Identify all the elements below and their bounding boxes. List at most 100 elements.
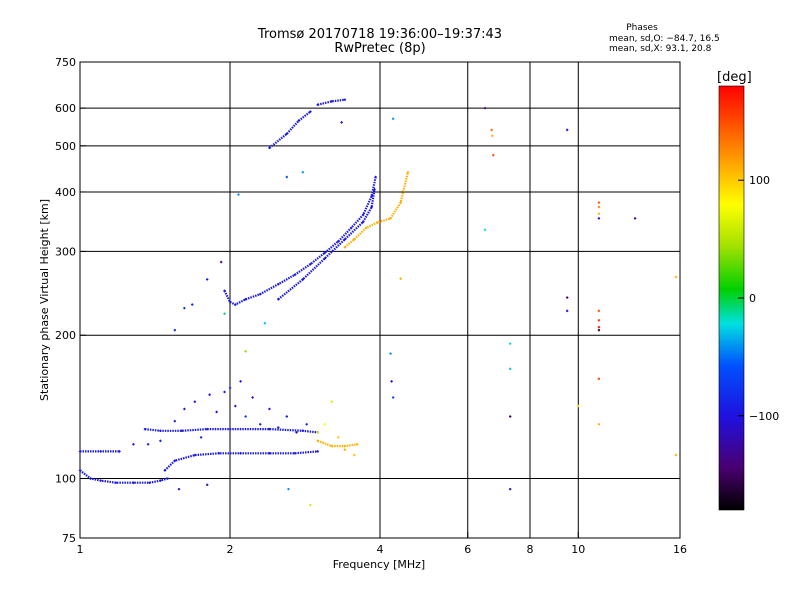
scatter-point [565, 128, 569, 132]
y-tick-label: 100 [55, 473, 76, 486]
scatter-point [219, 260, 223, 264]
trace-point-O [99, 479, 102, 482]
trace-point-O [239, 452, 242, 455]
y-tick-label: 500 [55, 140, 76, 153]
y-tick-label: 750 [55, 56, 76, 69]
y-tick-label: 600 [55, 102, 76, 115]
scatter-point [239, 380, 242, 383]
trace-point-X [399, 201, 402, 204]
scatter-point [674, 275, 678, 279]
trace-point-O [217, 452, 221, 455]
scatter-point [390, 380, 393, 383]
trace-point-O [223, 289, 226, 292]
x-tick-label: 1 [77, 543, 84, 556]
scatter-point [391, 117, 395, 120]
colorbar-unit-label: [deg] [717, 70, 752, 85]
scatter-point [597, 328, 601, 332]
trace-point-O [343, 238, 347, 241]
scatter-point [491, 134, 494, 137]
trace-point-O [301, 429, 305, 432]
trace-O [277, 189, 376, 301]
trace-point-X [343, 246, 347, 249]
trace-point-O [349, 226, 353, 230]
scatter-point [565, 309, 569, 313]
trace-point-O [228, 300, 232, 304]
x-tick-label: 6 [464, 543, 471, 556]
trace-point-O [99, 450, 102, 453]
trace-point-O [301, 278, 305, 281]
scatter-point [674, 453, 678, 457]
trace-point-X [406, 171, 410, 174]
scatter-point [508, 342, 512, 345]
y-tick-label: 400 [55, 186, 76, 199]
x-tick-label: 8 [527, 543, 534, 556]
y-axis-label: Stationary phase Virtual Height [km] [38, 199, 51, 401]
trace-point-O [309, 263, 312, 266]
trace-point-O [143, 427, 147, 431]
trace-O [223, 176, 377, 306]
scatter-point [183, 407, 186, 411]
scatter-point [285, 415, 288, 418]
trace-point-O [114, 481, 118, 484]
trace-point-O [234, 303, 237, 306]
colorbar-ticks: 100 0 −100 [738, 174, 779, 423]
scatter-point [223, 390, 226, 394]
trace-O [317, 98, 345, 106]
trace-point-O [361, 213, 365, 217]
trace-point-O [132, 481, 135, 484]
scatter-point [508, 487, 512, 491]
scatter-point [228, 386, 232, 390]
scatter-point [309, 503, 312, 507]
scatter-point [305, 423, 308, 426]
scatter-point [565, 296, 569, 299]
scatter-point [340, 121, 343, 124]
x-grid [229, 62, 579, 538]
trace-point-O [323, 257, 327, 260]
x-tick-label: 10 [571, 543, 585, 556]
scatter-point [577, 404, 580, 408]
colorbar-tick-label: 0 [749, 292, 756, 305]
scatter-point [205, 483, 209, 487]
scatter-point [277, 426, 280, 429]
scatter-point [330, 400, 333, 403]
scatter-point [285, 175, 288, 179]
trace-point-X [352, 238, 356, 241]
scatter-point [492, 153, 495, 157]
chart-title: Tromsø 20170718 19:36:00–19:37:43 [257, 27, 503, 42]
scatter-point [237, 193, 240, 196]
scatter-point [159, 439, 162, 443]
x-axis-label: Frequency [MHz] [333, 558, 425, 571]
trace-point-O [297, 119, 301, 122]
y-tick-label: 300 [55, 245, 76, 258]
scatter-point [191, 303, 194, 306]
scatter-point [208, 393, 211, 396]
scatter-point [295, 431, 298, 434]
scatter-point [177, 487, 181, 491]
x-tick-label: 2 [227, 543, 234, 556]
trace-point-O [370, 205, 373, 209]
trace-point-X [330, 444, 333, 448]
trace-point-X [343, 444, 347, 448]
y-tick-label: 200 [55, 329, 76, 342]
trace-point-O [89, 477, 92, 480]
scatter-point [316, 431, 319, 434]
trace-point-O [309, 110, 312, 113]
trace-X [344, 171, 409, 249]
scatter-point [597, 309, 601, 313]
colorbar-tick-label: 100 [749, 174, 770, 187]
scatter-point [193, 400, 197, 403]
trace-point-O [259, 292, 262, 296]
scatter-point [352, 453, 356, 457]
trace-point-O [330, 100, 333, 103]
scatter-point [215, 410, 218, 414]
scatter-point [244, 350, 247, 353]
x-tick-label: 16 [673, 543, 687, 556]
scatter-point [268, 407, 271, 411]
trace-point-O [148, 481, 151, 484]
scatter-point [337, 436, 340, 439]
scatter-point [633, 217, 637, 220]
trace-point-O [373, 188, 376, 191]
trace-point-O [337, 240, 340, 243]
trace-point-O [277, 283, 280, 286]
scatter-point [234, 404, 237, 408]
